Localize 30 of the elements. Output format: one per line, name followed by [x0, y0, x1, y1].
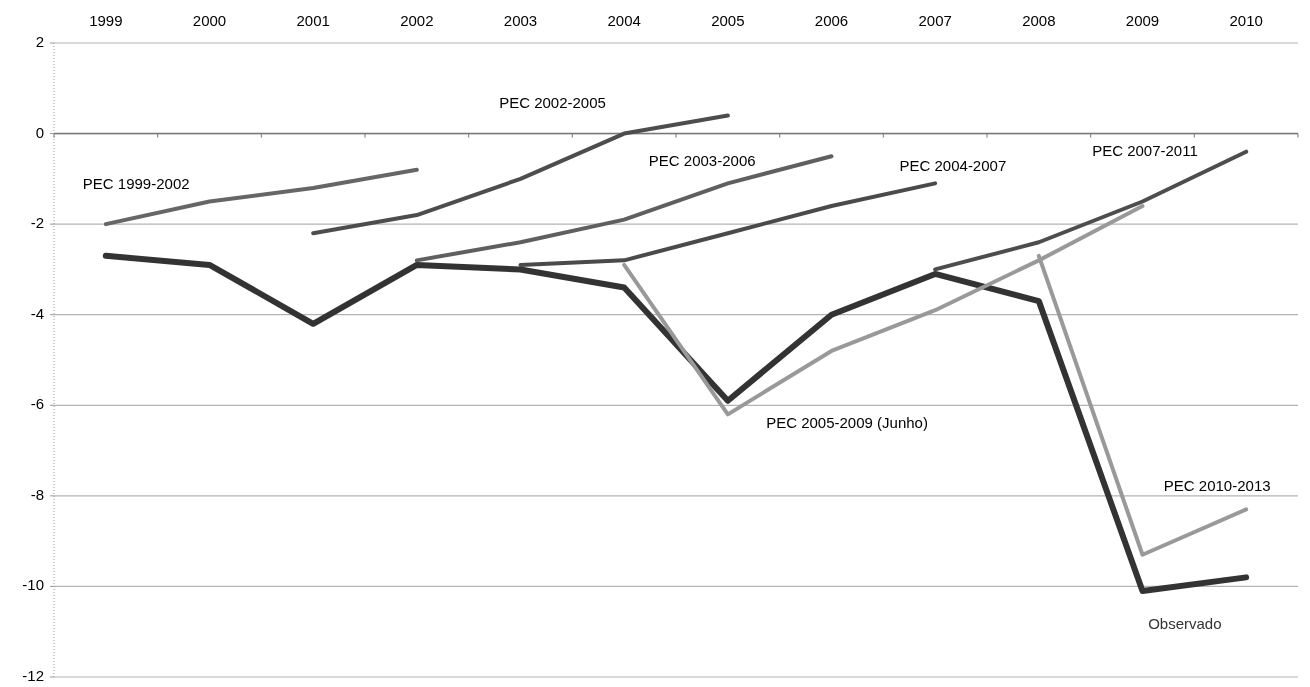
y-tick-label: -12 — [22, 666, 44, 684]
series-label: PEC 2004-2007 — [899, 156, 1007, 174]
series-label: PEC 1999-2002 — [82, 175, 190, 193]
line-series — [518, 181, 938, 267]
y-tick-label: -2 — [30, 214, 44, 232]
line-series — [414, 154, 834, 263]
x-tick-label: 2009 — [1125, 11, 1160, 29]
x-tick-label: 2003 — [503, 11, 538, 29]
y-tick-label: -10 — [22, 576, 44, 594]
series-label: PEC 2002-2005 — [499, 94, 606, 112]
x-tick-label: 2005 — [711, 11, 745, 29]
y-tick-label: -6 — [30, 395, 44, 413]
x-tick-label: 2002 — [400, 11, 434, 29]
y-tick-label: -8 — [30, 485, 44, 503]
series-label: PEC 2005-2009 (Junho) — [766, 413, 928, 431]
series-label: Observado — [1148, 615, 1222, 633]
y-tick-label: 2 — [35, 32, 44, 50]
x-tick-label: 2001 — [296, 11, 330, 29]
x-tick-label: 2008 — [1022, 11, 1056, 29]
x-tick-label: 2006 — [814, 11, 849, 29]
series-label: PEC 2010-2013 — [1163, 476, 1271, 494]
x-tick-label: 2010 — [1229, 11, 1263, 29]
x-tick-label: 2007 — [918, 11, 952, 29]
x-tick-label: 2000 — [192, 11, 227, 29]
y-tick-label: 0 — [35, 123, 44, 141]
x-tick-label: 1999 — [89, 11, 123, 29]
series-label: PEC 2003-2006 — [648, 152, 756, 170]
series-label: PEC 2007-2011 — [1092, 142, 1198, 160]
x-tick-label: 2004 — [607, 11, 641, 29]
y-tick-label: -4 — [30, 304, 44, 322]
